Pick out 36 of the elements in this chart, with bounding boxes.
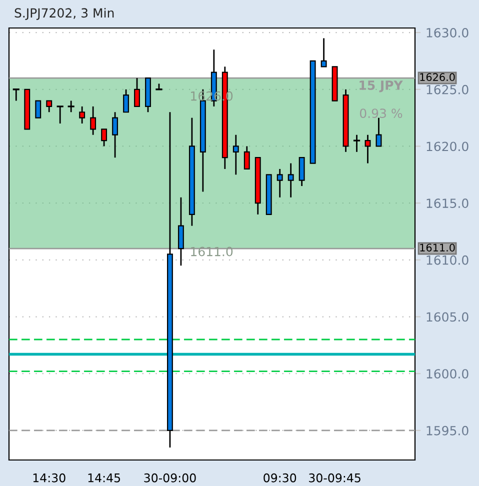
ref-line-label: 1626.0 — [420, 73, 455, 82]
candlestick — [364, 134, 371, 164]
annotation: 1611.0 — [191, 246, 233, 256]
y-tick-label: 1610.0 — [426, 255, 468, 265]
candlestick — [320, 38, 327, 68]
candlestick — [276, 168, 283, 198]
y-tick-label: 1625.0 — [426, 84, 468, 94]
y-tick-label: 1630.0 — [426, 28, 468, 38]
y-tick-label: 1605.0 — [426, 312, 468, 322]
y-tick-label: 1600.0 — [426, 369, 468, 379]
candlestick — [298, 156, 305, 187]
candlestick — [35, 100, 42, 118]
x-tick-label: 09:30 — [264, 473, 296, 482]
candlestick — [123, 88, 129, 113]
y-tick-label: 1595.0 — [426, 426, 468, 436]
candlestick — [101, 128, 108, 147]
annotation: 0.93 % — [360, 108, 402, 118]
ref-line-label: 1611.0 — [420, 244, 455, 252]
candlestick — [134, 77, 140, 108]
candlestick — [288, 162, 294, 198]
x-tick-label: 30-09:00 — [144, 473, 196, 482]
candlestick — [376, 117, 382, 147]
chart-title: S.JPJ7202, 3 Min — [14, 8, 114, 20]
candlestick — [244, 146, 250, 170]
candlestick — [46, 100, 52, 113]
candlestick — [178, 196, 184, 266]
candlestick — [232, 134, 239, 176]
x-tick-label: 14:30 — [33, 473, 66, 482]
x-tick-label: 30-09:45 — [309, 473, 360, 482]
annotation: 15 JPY — [360, 80, 403, 92]
y-tick-label: 1615.0 — [426, 198, 468, 208]
x-tick-label: 14:45 — [88, 474, 120, 482]
candlestick — [112, 111, 118, 158]
y-tick-label: 1620.0 — [426, 142, 468, 152]
candlestick — [90, 106, 96, 136]
candlestick — [79, 106, 86, 124]
